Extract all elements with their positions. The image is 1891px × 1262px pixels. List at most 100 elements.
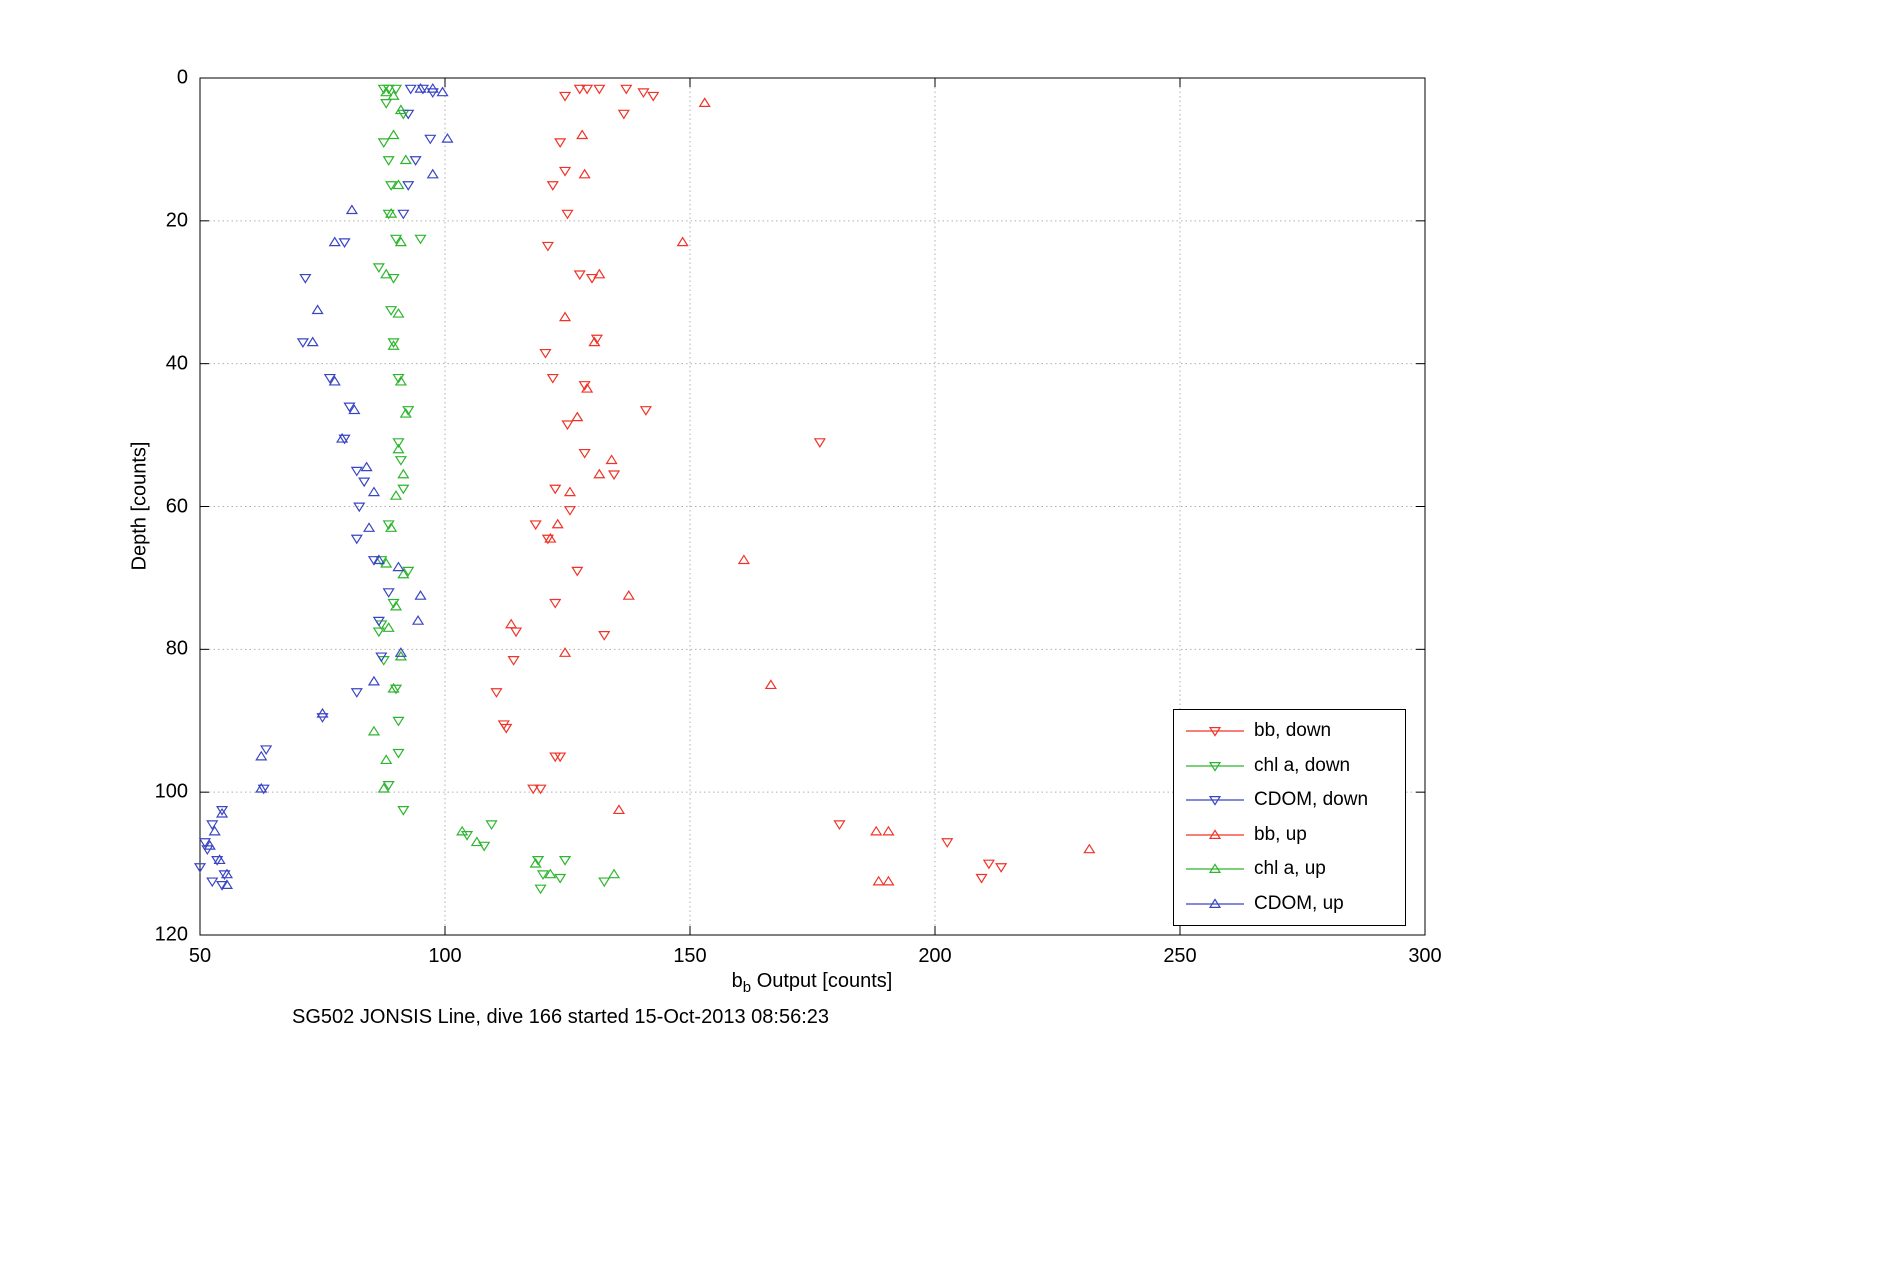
data-point-bb-up: [605, 454, 618, 465]
data-point-cdom-down: [353, 502, 366, 513]
data-point-cdom-up: [203, 839, 216, 850]
data-point-bb-down: [571, 566, 584, 577]
data-point-cdom-up: [436, 86, 449, 97]
data-point-cdom-down: [409, 156, 422, 166]
data-point-cdom-up: [336, 432, 349, 443]
data-point-cdom-up: [367, 486, 381, 497]
data-point-cdom-down: [343, 402, 356, 413]
data-point-bb-down: [578, 381, 591, 391]
data-point-cdom-up: [220, 868, 234, 879]
data-point-bb-down: [541, 241, 554, 252]
data-point-chla-up: [380, 268, 393, 279]
data-point-cdom-up: [414, 82, 427, 93]
legend-label: CDOM, down: [1254, 789, 1369, 811]
y-tick-label: 0: [176, 66, 188, 89]
data-point-bb-up: [593, 268, 606, 279]
y-tick-label: 20: [165, 209, 188, 232]
data-point-chla-down: [382, 209, 395, 220]
legend-entry-cdom-down: CDOM, down: [1174, 789, 1405, 811]
data-point-cdom-up: [441, 132, 454, 143]
data-point-bb-down: [833, 820, 846, 831]
data-point-cdom-down: [215, 806, 229, 816]
data-point-bb-down: [561, 420, 574, 431]
data-point-cdom-down: [375, 652, 388, 663]
data-point-chla-down: [389, 684, 403, 695]
legend-label: bb, up: [1254, 823, 1307, 845]
y-tick-label: 120: [154, 923, 188, 946]
data-point-cdom-down: [198, 838, 211, 848]
x-axis-label-base: b: [731, 970, 743, 992]
data-point-cdom-up: [348, 404, 361, 415]
data-point-bb-down: [982, 859, 995, 870]
data-point-chla-up: [392, 179, 405, 190]
data-point-bb-down: [637, 88, 650, 99]
data-point-cdom-up: [215, 807, 229, 818]
data-point-cdom-down: [382, 588, 395, 598]
data-point-bb-down: [975, 873, 988, 884]
data-point-bb-down: [607, 470, 621, 481]
data-point-bb-down: [527, 784, 540, 795]
data-point-chla-down: [478, 841, 491, 852]
data-point-bb-up: [576, 129, 589, 140]
data-point-chla-up: [387, 682, 400, 693]
legend-triangle-up-icon: [1186, 898, 1244, 908]
data-point-bb-up: [551, 518, 564, 529]
legend-label: CDOM, up: [1254, 892, 1344, 914]
data-point-bb-down: [554, 752, 567, 763]
data-point-chla-down: [598, 877, 611, 888]
data-point-cdom-up: [414, 590, 427, 600]
x-tick-label: 150: [673, 945, 707, 967]
legend-entry-chla-up: chl a, up: [1174, 858, 1405, 880]
series-chla-down: [372, 84, 611, 895]
data-point-cdom-up: [213, 854, 226, 865]
data-point-chla-down: [392, 748, 405, 759]
legend-triangle-down-icon: [1186, 761, 1244, 772]
data-point-chla-up: [394, 236, 407, 247]
data-point-cdom-down: [218, 870, 231, 881]
data-point-bb-down: [558, 166, 572, 177]
x-axis-label: bb Output [counts]: [732, 970, 893, 996]
data-point-chla-down: [460, 831, 474, 841]
legend-triangle-up-icon: [1186, 863, 1244, 874]
legend-triangle-down-icon: [1186, 796, 1244, 806]
data-point-chla-up: [377, 782, 390, 793]
data-point-chla-up: [367, 725, 381, 736]
data-point-bb-up: [676, 236, 689, 247]
series-bb-up: [505, 97, 1096, 886]
data-point-cdom-up: [367, 675, 381, 686]
data-point-bb-down: [813, 438, 826, 448]
series-chla-up: [367, 86, 621, 879]
data-point-cdom-down: [296, 338, 309, 348]
data-point-cdom-up: [426, 82, 439, 93]
data-point-bb-down: [534, 784, 547, 795]
data-point-chla-up: [399, 407, 412, 418]
data-point-cdom-down: [193, 863, 207, 873]
data-point-chla-down: [536, 870, 550, 881]
data-point-cdom-up: [362, 522, 376, 532]
data-point-chla-down: [385, 181, 398, 191]
series-bb-down: [490, 84, 1008, 884]
data-point-cdom-up: [220, 879, 234, 890]
data-point-chla-up: [607, 868, 621, 879]
y-tick-label: 80: [165, 637, 188, 660]
data-point-cdom-down: [215, 881, 229, 891]
data-point-bb-up: [544, 532, 557, 543]
data-point-cdom-down: [372, 616, 385, 627]
data-point-bb-up: [737, 554, 750, 565]
x-tick-label: 100: [428, 945, 462, 967]
data-point-chla-down: [377, 138, 390, 149]
y-tick-label: 40: [165, 352, 188, 375]
data-point-bb-down: [549, 484, 562, 495]
data-point-chla-up: [399, 154, 412, 165]
data-point-chla-up: [387, 129, 400, 140]
legend-entry-chla-down: chl a, down: [1174, 755, 1405, 777]
data-point-cdom-down: [404, 84, 417, 95]
data-point-cdom-down: [350, 466, 363, 477]
data-point-cdom-down: [426, 88, 439, 99]
legend-label: chl a, down: [1254, 754, 1351, 776]
data-point-bb-up: [612, 804, 626, 815]
legend-triangle-down-icon: [1186, 727, 1244, 737]
data-point-cdom-down: [206, 877, 219, 888]
data-point-bb-down: [554, 138, 567, 149]
